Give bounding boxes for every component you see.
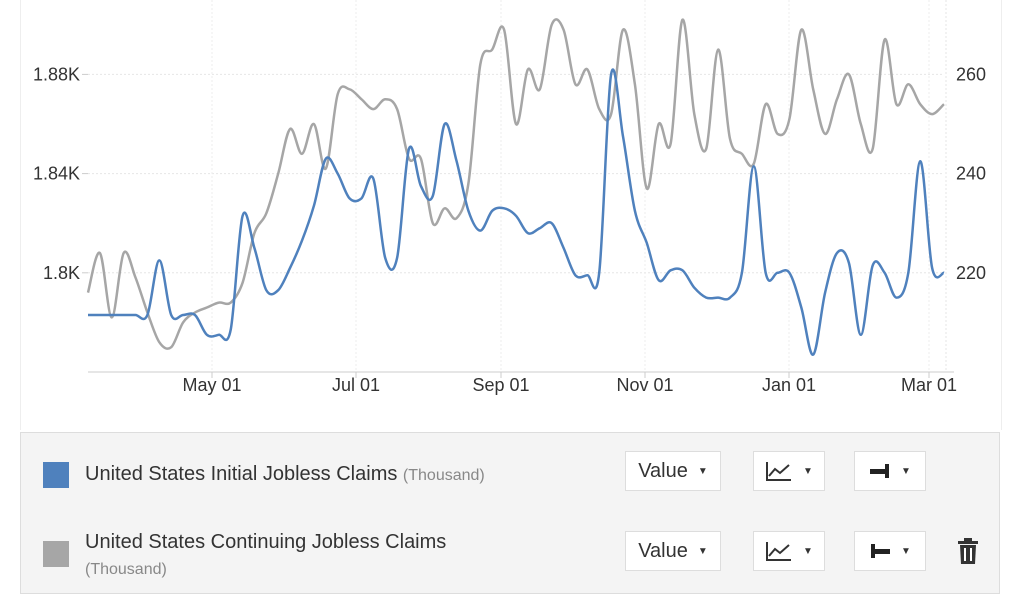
axis-right-icon	[871, 544, 891, 558]
line-chart-icon	[766, 462, 792, 481]
series-line-continuing-claims	[86, 18, 945, 350]
chevron-down-icon: ▼	[901, 465, 911, 477]
legend-row-continuing-claims: United States Continuing Jobless Claims …	[21, 513, 999, 593]
value-dropdown-label: Value	[638, 539, 688, 562]
legend-row-initial-claims: United States Initial Jobless Claims (Th…	[21, 433, 999, 513]
series-name: United States Initial Jobless Claims	[85, 463, 398, 485]
y-right-tick-label: 260	[956, 64, 986, 84]
series-unit: (Thousand)	[85, 561, 167, 578]
chevron-down-icon: ▼	[697, 545, 708, 557]
series-unit: (Thousand)	[402, 467, 485, 484]
value-dropdown[interactable]: Value ▼	[625, 451, 721, 491]
chart-area: 1.8K 1.84K 1.88K 220 240 260 May 01 Jul 01 Sep 0…	[20, 0, 1002, 430]
value-dropdown[interactable]: Value ▼	[625, 531, 721, 571]
x-tick-label: Nov 01	[616, 375, 673, 395]
y-left-tick-label: 1.8K	[43, 263, 80, 283]
axis-dropdown[interactable]: ▼	[854, 531, 926, 571]
series-name: United States Continuing Jobless Claims	[85, 531, 447, 553]
chevron-down-icon: ▼	[803, 545, 813, 557]
legend-panel: United States Initial Jobless Claims (Th…	[20, 432, 1000, 594]
line-chart-icon	[766, 542, 792, 561]
x-tick-label: Jan 01	[762, 375, 816, 395]
series-line-initial-claims	[88, 68, 946, 356]
chart-type-dropdown[interactable]: ▼	[753, 531, 825, 571]
x-tick-label: Sep 01	[472, 375, 529, 395]
series-color-swatch	[43, 541, 69, 567]
y-right-tick-label: 240	[956, 164, 986, 184]
series-color-swatch	[43, 462, 69, 488]
delete-series-button[interactable]	[956, 537, 980, 565]
chevron-down-icon: ▼	[803, 465, 813, 477]
chart-type-dropdown[interactable]: ▼	[753, 451, 825, 491]
series-label: United States Continuing Jobless Claims …	[85, 529, 446, 583]
y-left-tick-label: 1.84K	[33, 164, 80, 184]
chevron-down-icon: ▼	[697, 465, 708, 477]
x-tick-label: Jul 01	[332, 375, 380, 395]
chevron-down-icon: ▼	[901, 545, 911, 557]
axis-left-icon	[870, 464, 890, 478]
x-tick-label: Mar 01	[901, 375, 957, 395]
y-left-tick-label: 1.88K	[33, 64, 80, 84]
trash-icon	[958, 538, 978, 564]
axis-dropdown[interactable]: ▼	[854, 451, 926, 491]
line-chart: 1.8K 1.84K 1.88K 220 240 260 May 01 Jul 01 Sep 0…	[33, 0, 986, 395]
y-right-tick-label: 220	[956, 263, 986, 283]
series-label: United States Initial Jobless Claims (Th…	[85, 463, 485, 486]
x-tick-label: May 01	[182, 375, 241, 395]
value-dropdown-label: Value	[638, 459, 688, 482]
